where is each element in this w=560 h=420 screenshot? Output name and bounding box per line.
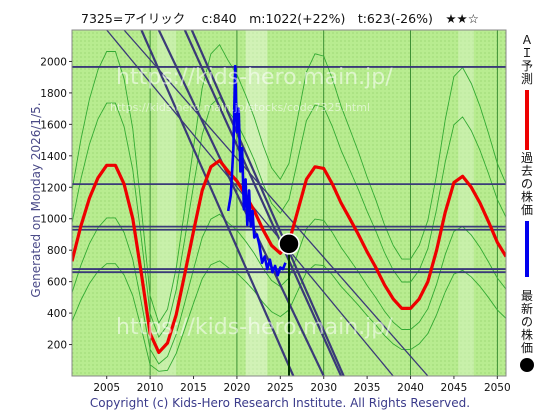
legend-label-char: の: [521, 315, 533, 329]
chart-title: 7325=アイリック c:840 m:1022(+22%) t:623(-26%…: [81, 11, 479, 26]
x-tick-label: 2045: [441, 382, 468, 394]
legend-label-char: Ａ: [521, 33, 533, 47]
y-tick-label: 200: [47, 340, 67, 352]
latest-price-point: [278, 233, 300, 255]
legend-label-char: 予: [521, 59, 533, 73]
y-tick-label: 400: [47, 308, 67, 320]
y-tick-label: 1400: [40, 151, 67, 163]
trend-line: [183, 30, 343, 376]
generated-date-label: Generated on Monday 2026/1/5.: [29, 102, 43, 298]
y-tick-label: 1800: [40, 88, 67, 100]
x-tick-label: 2030: [310, 382, 337, 394]
copyright-notice: Copyright (c) Kids-Hero Research Institu…: [89, 396, 471, 410]
trend-line: [123, 30, 429, 376]
legend-swatch: [520, 358, 534, 372]
trend-line: [190, 30, 345, 376]
x-tick-label: 2020: [224, 382, 251, 394]
legend-label-char: 株: [521, 189, 533, 204]
trend-line: [140, 30, 295, 376]
legend-label-char: 株: [521, 327, 533, 342]
x-tick-label: 2035: [354, 382, 381, 394]
y-tick-label: 2000: [40, 56, 67, 68]
legend-label-char: 価: [521, 341, 533, 355]
watermark-text: https://kids-hero.main.jp/: [116, 315, 393, 340]
y-tick-label: 1200: [40, 182, 67, 194]
x-tick-label: 2010: [137, 382, 164, 394]
legend-label-char: 新: [521, 301, 533, 316]
legend-label-char: 測: [521, 72, 533, 86]
y-tick-label: 1600: [40, 119, 67, 131]
plot-frame: [71, 29, 507, 377]
y-tick-label: 1000: [40, 214, 67, 226]
forecast-envelope-line: [72, 96, 506, 339]
highlight-band: [458, 30, 474, 376]
legend-label-char: Ｉ: [521, 46, 533, 60]
watermark-text: https://kids-hero.main.jp/stocks/code732…: [110, 101, 370, 114]
trend-line: [157, 30, 325, 376]
y-tick-label: 600: [47, 277, 67, 289]
x-tick-label: 2040: [397, 382, 424, 394]
legend-label-char: 価: [521, 203, 533, 217]
x-tick-label: 2005: [93, 382, 120, 394]
past-price-series: [226, 64, 287, 277]
watermark-text: https://kids-hero.main.jp/: [116, 65, 393, 90]
legend-label-char: 去: [521, 164, 533, 178]
legend-label-char: の: [521, 177, 533, 191]
highlight-band: [245, 30, 268, 376]
x-tick-label: 2015: [180, 382, 207, 394]
y-tick-label: 800: [47, 245, 67, 257]
x-tick-label: 2025: [267, 382, 294, 394]
legend-label-char: 過: [521, 151, 533, 165]
x-tick-label: 2050: [484, 382, 511, 394]
legend-label-char: 最: [521, 289, 533, 303]
forecast-envelope-line: [72, 43, 506, 324]
